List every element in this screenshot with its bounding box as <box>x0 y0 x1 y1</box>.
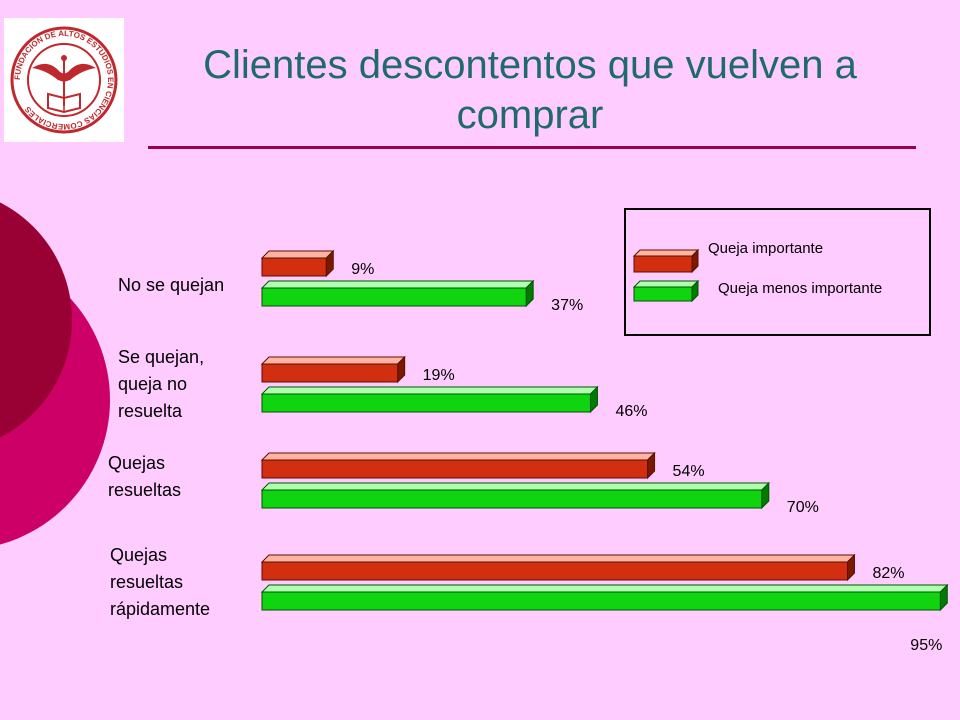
decorative-circles <box>0 202 110 545</box>
bar-less-important-3 <box>260 583 949 612</box>
legend-swatch-less-important <box>632 279 700 303</box>
page-title: Clientes descontentos que vuelven a comp… <box>203 43 857 137</box>
category-label-0: No se quejan <box>118 275 225 295</box>
bar-less-important-0 <box>260 279 535 308</box>
bar-important-0 <box>260 249 335 278</box>
legend: Queja importante Queja menos importante <box>624 208 931 336</box>
data-label-less-important-2: 70% <box>787 499 819 516</box>
bar-less-important-2 <box>260 481 771 510</box>
bar-less-important-1 <box>260 385 599 414</box>
bar-important-3 <box>260 553 856 582</box>
bar-important-2 <box>260 451 656 480</box>
data-label-less-important-0: 37% <box>551 297 583 314</box>
legend-label-less-important: Queja menos importante <box>718 280 883 297</box>
legend-label-important: Queja importante <box>708 240 824 257</box>
bar-important-1 <box>260 355 406 384</box>
title-underline <box>148 146 916 149</box>
data-label-important-1: 19% <box>423 367 455 384</box>
category-label-3: Quejas resueltas rápidamente <box>110 545 211 619</box>
category-label-2: Quejas resueltas <box>108 453 182 500</box>
data-label-important-0: 9% <box>351 261 374 278</box>
legend-swatch-important <box>632 248 700 274</box>
legend-swatches <box>632 248 700 303</box>
foundation-logo: FUNDACION DE ALTOS ESTUDIOS EN CIENCIAS … <box>4 18 124 142</box>
data-label-less-important-3: 95% <box>910 637 942 654</box>
data-label-less-important-1: 46% <box>615 403 647 420</box>
category-label-1: Se quejan, queja no resuelta <box>118 347 205 421</box>
data-label-important-3: 82% <box>872 565 904 582</box>
data-label-important-2: 54% <box>673 463 705 480</box>
